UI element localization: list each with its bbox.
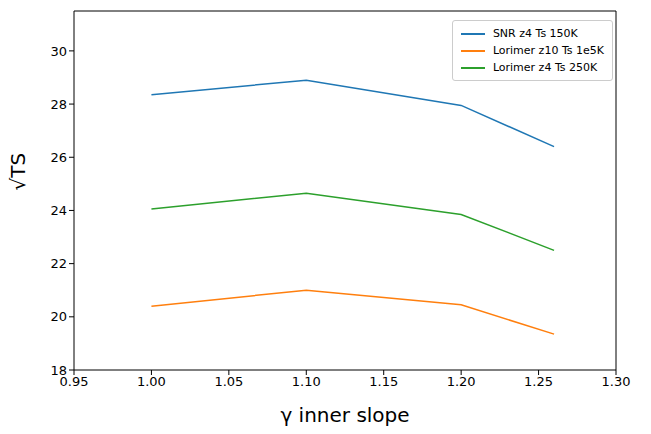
svg-text:20: 20 — [50, 309, 67, 324]
html-text:SNR z4 Ts 150K: SNR z4 Ts 150K — [492, 27, 578, 40]
svg-text:28: 28 — [50, 97, 67, 112]
svg-text:1.10: 1.10 — [292, 374, 321, 389]
svg-text:1.00: 1.00 — [137, 374, 166, 389]
html-text:Lorimer z4 Ts 250K: Lorimer z4 Ts 250K — [492, 61, 598, 74]
svg-text:1.20: 1.20 — [447, 374, 476, 389]
svg-text:1.25: 1.25 — [524, 374, 553, 389]
svg-text:18: 18 — [50, 363, 67, 378]
svg-text:24: 24 — [50, 203, 67, 218]
svg-text:1.05: 1.05 — [214, 374, 243, 389]
svg-text:√TS: √TS — [8, 153, 30, 191]
svg-text:30: 30 — [50, 44, 67, 59]
svg-text:0.95: 0.95 — [59, 374, 89, 390]
svg-text:26: 26 — [50, 150, 67, 165]
svg-text:1.30: 1.30 — [602, 374, 631, 389]
svg-text:γ inner slope: γ inner slope — [280, 403, 409, 426]
svg-text:1.15: 1.15 — [369, 374, 398, 389]
svg-text:22: 22 — [50, 256, 67, 271]
html-text:Lorimer z10 Ts 1e5K: Lorimer z10 Ts 1e5K — [492, 44, 604, 57]
